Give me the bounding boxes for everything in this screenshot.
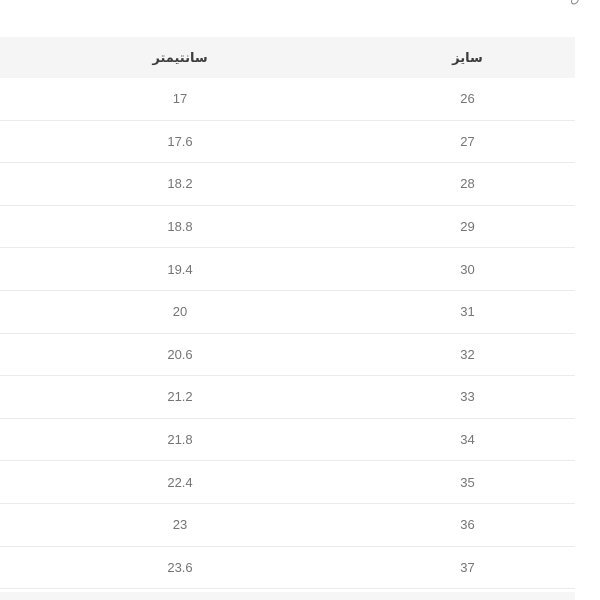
table-row: 29 18.8 — [0, 205, 575, 249]
cell-size-value: 26 — [460, 91, 475, 107]
cell-size-value: 32 — [460, 346, 475, 362]
cell-cm-value: 18.8 — [167, 219, 193, 235]
cell-cm-value: 23.6 — [167, 559, 193, 575]
cell-cm-value: 21.2 — [167, 389, 193, 405]
cell-size-value: 33 — [460, 389, 475, 405]
table-row: 26 17 — [0, 78, 575, 121]
cell-size-value: 31 — [460, 304, 475, 320]
header-cell-centimeter: سانتیمتر — [152, 49, 208, 65]
table-row: 36 23 — [0, 503, 575, 547]
table-row: 31 20 — [0, 290, 575, 334]
cell-cm-value: 21.8 — [167, 432, 193, 448]
cell-cm-value: 20 — [172, 304, 188, 320]
header-cell-size: سایز — [452, 49, 483, 65]
table-body: 26 17 27 17.6 28 18.2 29 18.8 30 19.4 31… — [0, 78, 575, 590]
table-row: 30 19.4 — [0, 248, 575, 291]
cell-cm-value: 19.4 — [167, 261, 193, 277]
cell-cm-value: 23 — [172, 517, 188, 533]
table-row: 35 22.4 — [0, 461, 575, 504]
table-row: 27 17.6 — [0, 120, 575, 164]
cell-cm-value: 22.4 — [167, 474, 193, 490]
cell-cm-value: 17.6 — [167, 133, 193, 149]
cell-size-value: 30 — [460, 261, 475, 277]
next-section-header-sliver — [0, 592, 575, 600]
table-row: 32 20.6 — [0, 333, 575, 377]
table-row: 33 21.2 — [0, 376, 575, 419]
table-row: 28 18.2 — [0, 163, 575, 206]
table-row: 37 23.6 — [0, 546, 575, 590]
size-conversion-table: سایز سانتیمتر 26 17 27 17.6 28 18.2 29 1… — [0, 37, 575, 590]
cell-size-value: 28 — [460, 176, 475, 192]
cell-size-value: 35 — [460, 474, 475, 490]
cell-cm-value: 18.2 — [167, 176, 193, 192]
table-row: 34 21.8 — [0, 418, 575, 462]
cell-cm-value: 17 — [172, 91, 188, 107]
cell-size-value: 37 — [460, 559, 475, 575]
cell-size-value: 29 — [460, 219, 475, 235]
clipped-text-fragment: ق — [567, 0, 583, 5]
table-header-row: سایز سانتیمتر — [0, 37, 575, 78]
cell-size-value: 27 — [460, 133, 475, 149]
cell-size-value: 34 — [460, 432, 475, 448]
cell-size-value: 36 — [460, 517, 475, 533]
cell-cm-value: 20.6 — [167, 346, 193, 362]
